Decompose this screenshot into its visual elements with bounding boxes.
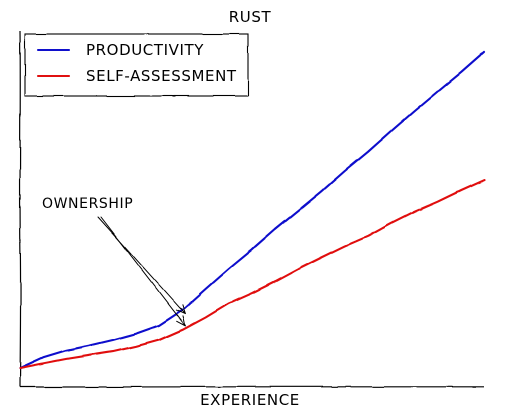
x-axis-label: EXPERIENCE: [200, 391, 300, 409]
plot-area: [18, 30, 486, 388]
chart-title: RUST: [229, 8, 272, 26]
legend-box: [24, 33, 249, 97]
annotation-group: [97, 216, 186, 327]
legend-label-self-assessment: SELF-ASSESSMENT: [86, 67, 237, 85]
annotation-arrow-self-assessment: [100, 216, 186, 327]
series-line-self-assessment: [18, 179, 486, 370]
y-axis: [19, 30, 22, 388]
legend: PRODUCTIVITY SELF-ASSESSMENT: [24, 33, 249, 97]
annotation-arrow-productivity: [97, 216, 186, 315]
series-group: [18, 50, 486, 370]
annotation-ownership: OWNERSHIP: [42, 196, 133, 212]
legend-label-productivity: PRODUCTIVITY: [86, 41, 204, 59]
series-line-productivity: [18, 50, 486, 370]
